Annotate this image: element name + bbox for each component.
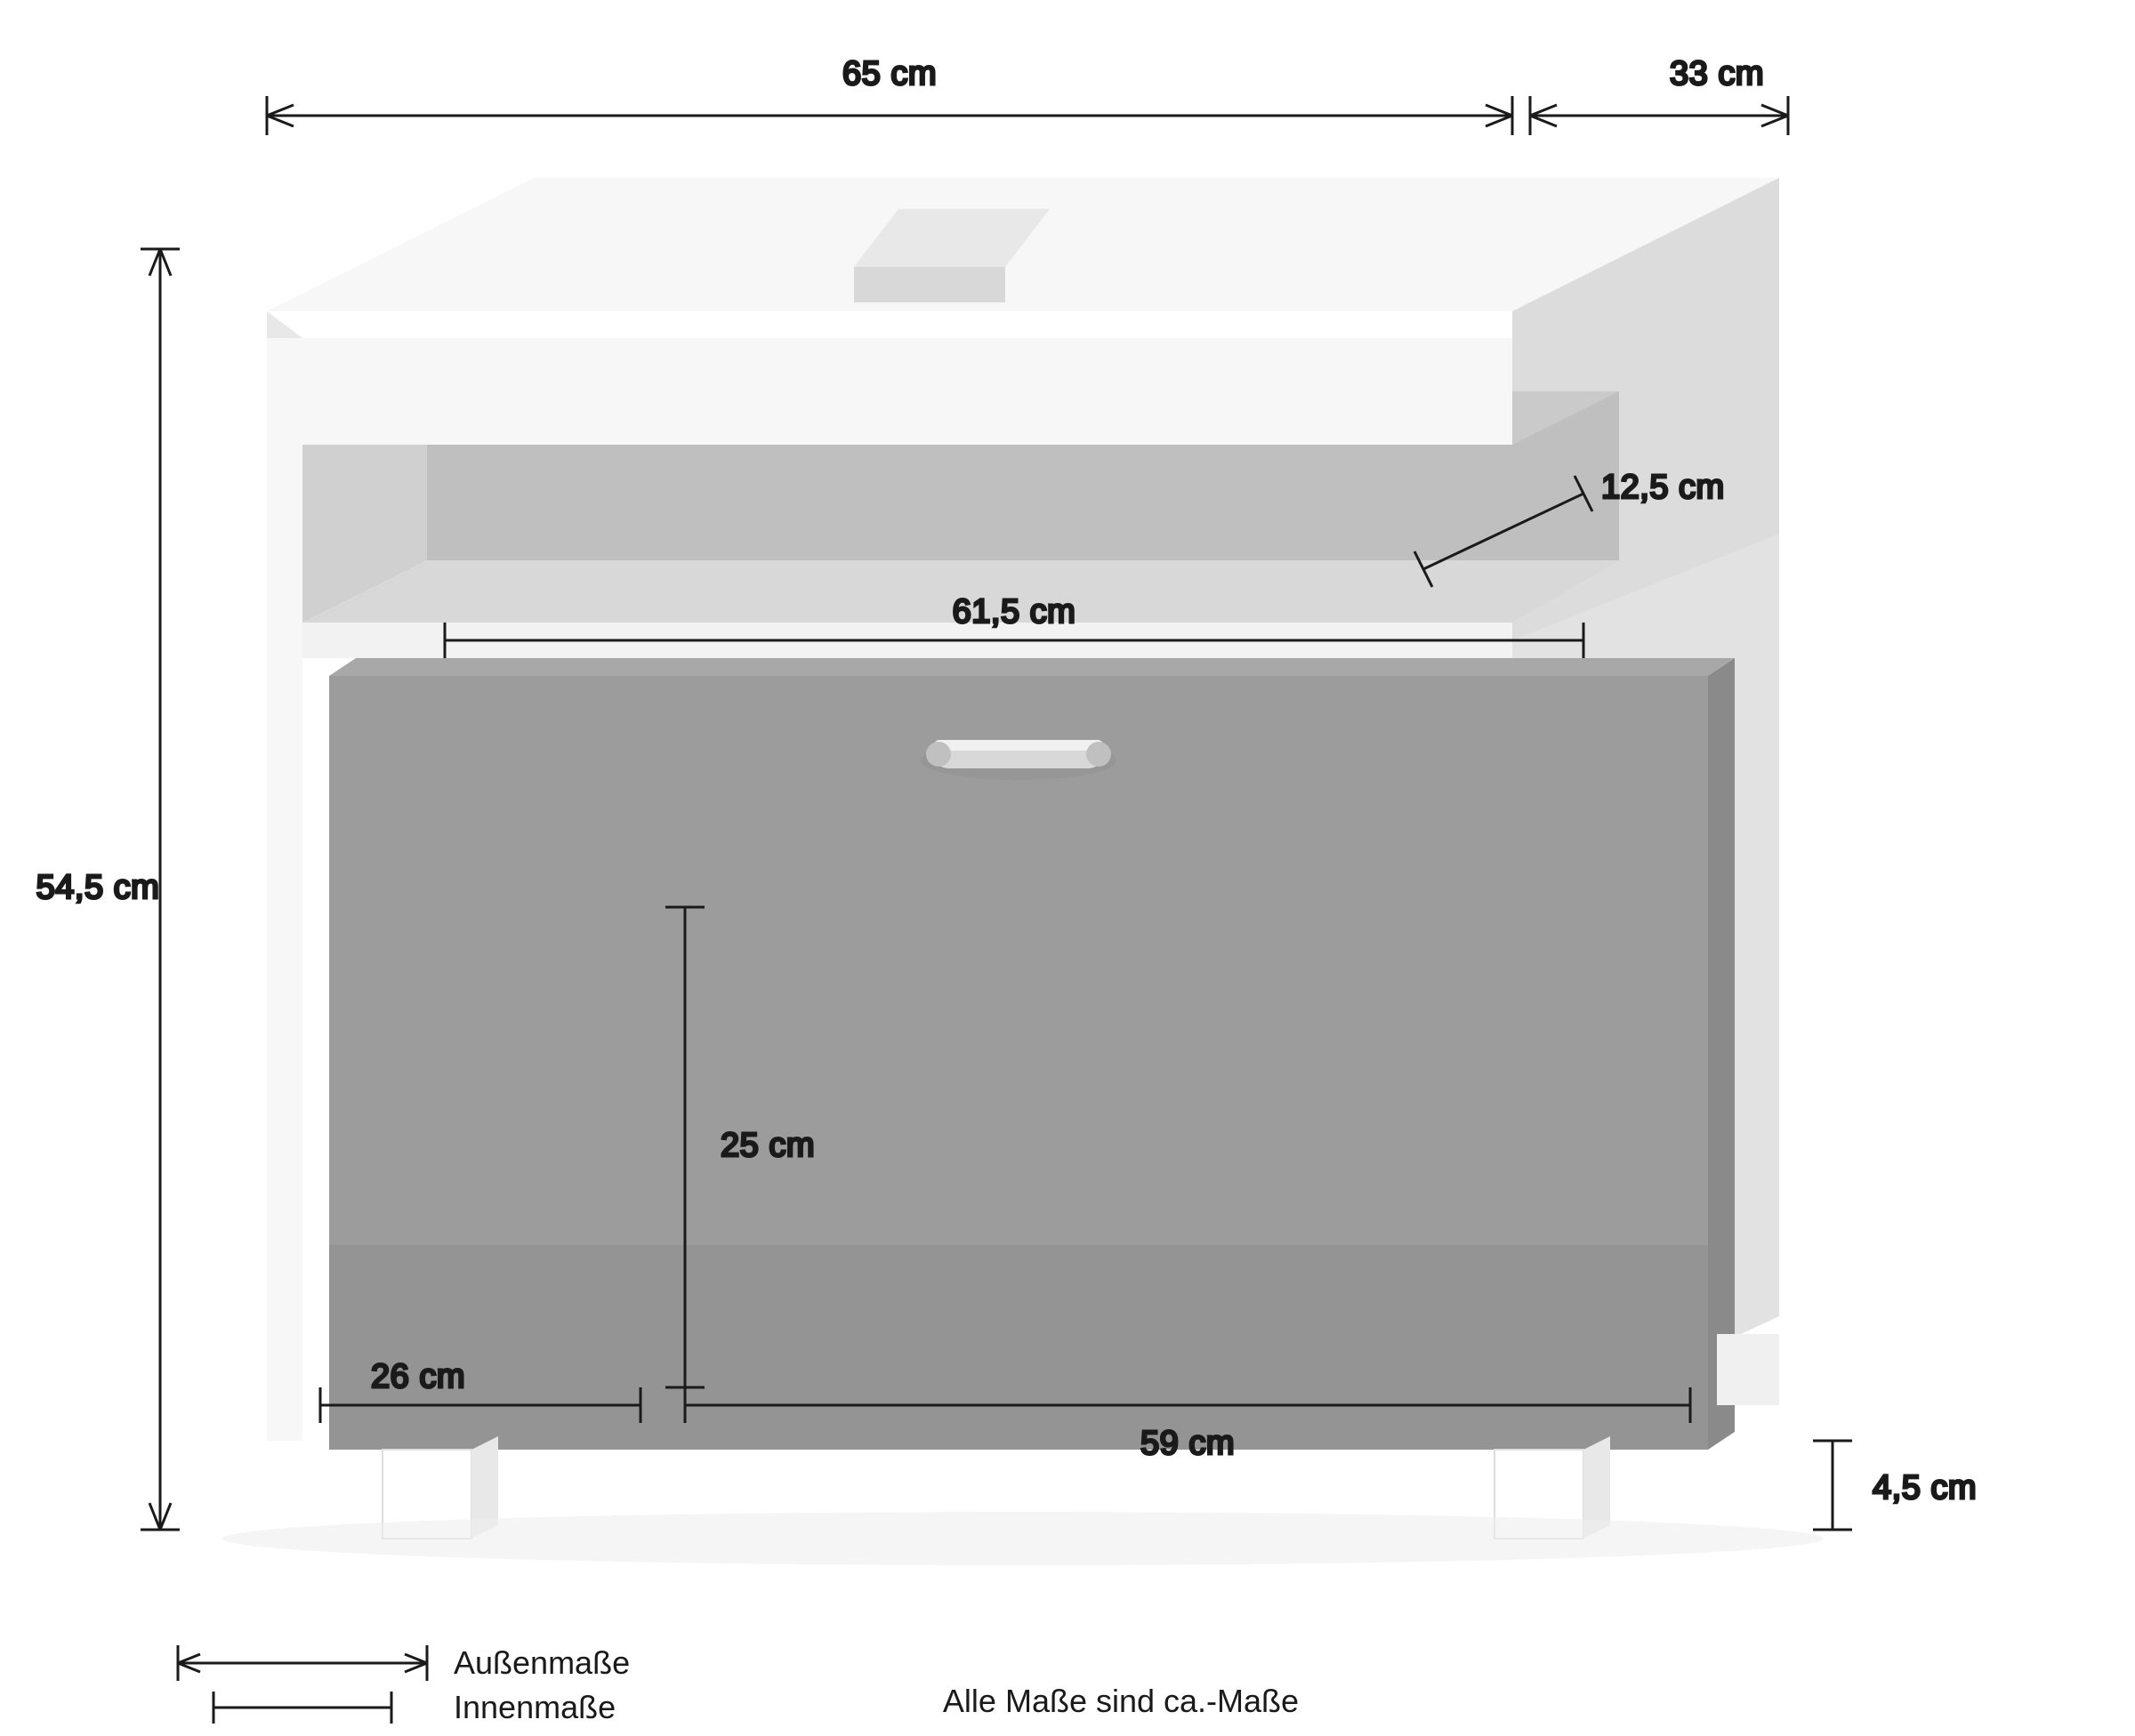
dimension-diagram: 65 cm 33 cm 54,5 cm 4 xyxy=(0,0,2135,1736)
dim-width-top xyxy=(267,96,1512,135)
legend-inner-label: Innenmaße xyxy=(454,1689,616,1725)
dim-depth-top xyxy=(1530,96,1788,135)
legend-inner-line xyxy=(214,1692,391,1724)
dim-inner-height-label: 25 cm xyxy=(721,1127,815,1164)
dim-inner-width-label: 59 cm xyxy=(1140,1425,1235,1462)
floor-shadow xyxy=(222,1512,1824,1565)
legend xyxy=(178,1645,427,1724)
dim-width-top-label: 65 cm xyxy=(842,55,937,92)
drawer-front-shade xyxy=(329,1245,1708,1450)
legend-outer-label: Außenmaße xyxy=(454,1644,630,1681)
dim-foot-height xyxy=(1813,1441,1852,1530)
dim-foot-height-label: 4,5 cm xyxy=(1873,1469,1977,1507)
cabinet xyxy=(222,178,1824,1565)
drawer-handle xyxy=(921,740,1116,780)
dim-depth-top-label: 33 cm xyxy=(1670,55,1764,92)
dim-height-total-label: 54,5 cm xyxy=(36,869,160,906)
dim-shelf-depth-label: 12,5 cm xyxy=(1601,469,1725,506)
cabinet-siphon-cutout-side xyxy=(854,267,1005,302)
drawer-front-top-edge xyxy=(329,658,1735,676)
cabinet-top-front-edge xyxy=(267,311,1512,338)
dim-shelf-width-label: 61,5 cm xyxy=(953,593,1076,631)
legend-outer-line xyxy=(178,1645,427,1681)
drawer-right-edge xyxy=(1708,658,1735,1450)
footnote: Alle Maße sind ca.-Maße xyxy=(943,1683,1299,1719)
dim-side-depth-label: 26 cm xyxy=(371,1358,465,1395)
